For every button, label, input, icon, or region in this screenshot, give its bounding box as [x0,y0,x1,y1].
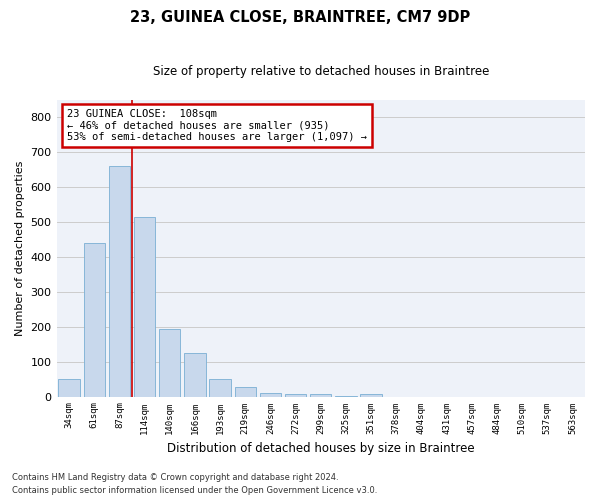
Bar [83,243,105,396]
Y-axis label: Number of detached properties: Number of detached properties [15,160,25,336]
Text: 23, GUINEA CLOSE, BRAINTREE, CM7 9DP: 23, GUINEA CLOSE, BRAINTREE, CM7 9DP [130,10,470,25]
Bar [310,394,331,396]
Bar [260,393,281,396]
Bar [361,394,382,396]
X-axis label: Distribution of detached houses by size in Braintree: Distribution of detached houses by size … [167,442,475,455]
Bar [209,379,231,396]
Text: Contains HM Land Registry data © Crown copyright and database right 2024.
Contai: Contains HM Land Registry data © Crown c… [12,474,377,495]
Bar [235,387,256,396]
Bar [109,166,130,396]
Bar [58,379,80,396]
Bar [285,394,307,396]
Bar [184,353,206,397]
Title: Size of property relative to detached houses in Braintree: Size of property relative to detached ho… [152,65,489,78]
Bar [159,328,181,396]
Text: 23 GUINEA CLOSE:  108sqm
← 46% of detached houses are smaller (935)
53% of semi-: 23 GUINEA CLOSE: 108sqm ← 46% of detache… [67,109,367,142]
Bar [134,217,155,396]
